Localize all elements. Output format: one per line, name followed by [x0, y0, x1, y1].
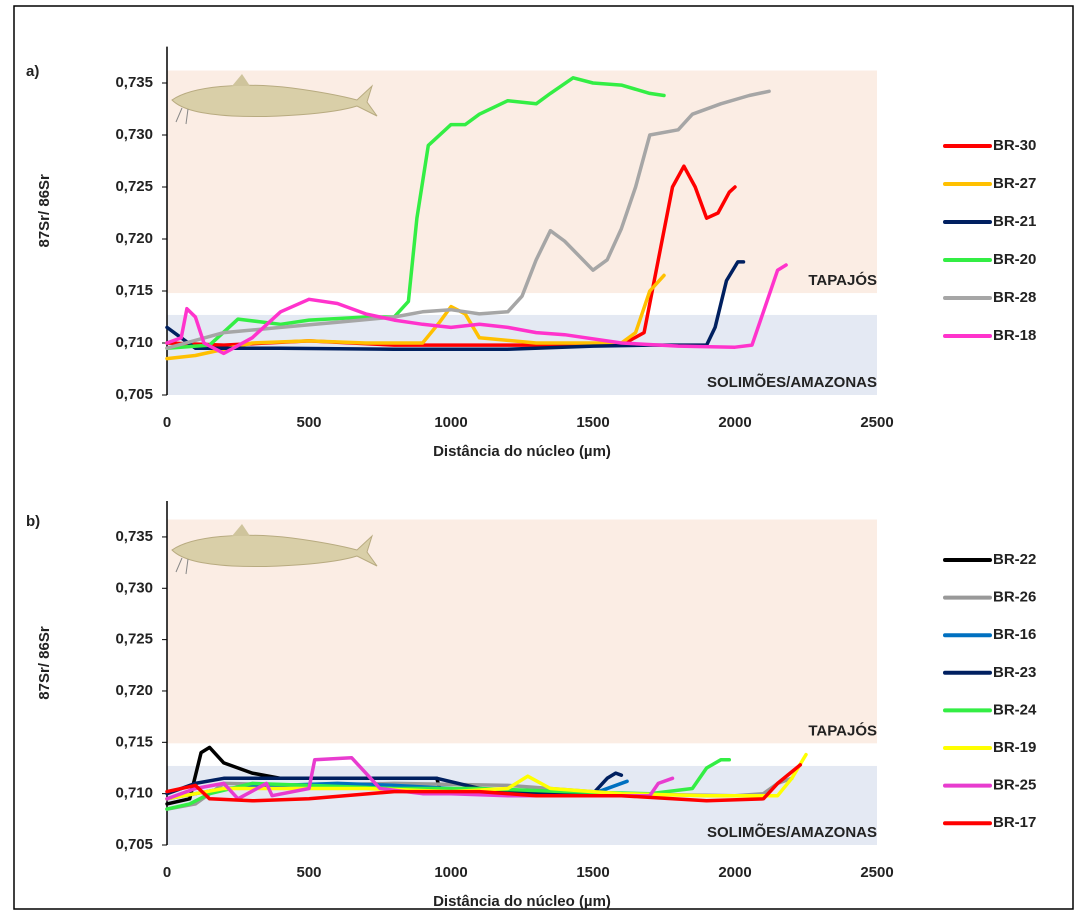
- legend-label: BR-20: [993, 251, 1036, 268]
- x-tick-label: 0: [163, 864, 171, 881]
- fish-whisker: [175, 557, 189, 575]
- x-tick-label: 1000: [434, 414, 467, 431]
- fish-illustration: [171, 524, 378, 575]
- y-axis-title: 87Sr/ 86Sr: [36, 174, 53, 248]
- fish-whisker: [175, 107, 189, 125]
- legend-label: BR-17: [993, 814, 1036, 831]
- series-line: [165, 752, 808, 801]
- x-tick-label: 500: [296, 414, 321, 431]
- y-tick-label: 0,730: [115, 126, 153, 143]
- y-tick-label: 0,710: [115, 334, 153, 351]
- region-label: SOLIMÕES/AMAZONAS: [707, 373, 877, 391]
- x-tick-label: 2000: [718, 414, 751, 431]
- region-label: TAPAJÓS: [808, 721, 877, 739]
- series-line: [165, 273, 666, 361]
- fish-fin: [232, 74, 250, 86]
- legend-label: BR-16: [993, 626, 1036, 643]
- legend-label: BR-23: [993, 664, 1036, 681]
- y-tick-label: 0,720: [115, 230, 153, 247]
- y-tick-label: 0,715: [115, 733, 153, 750]
- y-tick-label: 0,725: [115, 178, 153, 195]
- legend-label: BR-30: [993, 137, 1036, 154]
- x-axis-title: Distância do núcleo (µm): [433, 443, 611, 460]
- x-tick-label: 500: [296, 864, 321, 881]
- y-tick-label: 0,705: [115, 836, 153, 853]
- panel-label: a): [26, 63, 39, 80]
- x-tick-label: 1000: [434, 864, 467, 881]
- x-axis-title: Distância do núcleo (µm): [433, 893, 611, 910]
- y-tick-label: 0,710: [115, 785, 153, 802]
- region-label: TAPAJÓS: [808, 271, 877, 289]
- x-tick-label: 1500: [576, 864, 609, 881]
- legend-label: BR-28: [993, 289, 1036, 306]
- series-line: [165, 260, 746, 351]
- legend-label: BR-21: [993, 213, 1036, 230]
- fish-illustration: [171, 74, 378, 125]
- y-tick-label: 0,725: [115, 631, 153, 648]
- y-tick-label: 0,715: [115, 282, 153, 299]
- y-tick-label: 0,735: [115, 74, 153, 91]
- y-tick-label: 0,730: [115, 579, 153, 596]
- y-tick-label: 0,735: [115, 528, 153, 545]
- region-label: SOLIMÕES/AMAZONAS: [707, 823, 877, 841]
- x-tick-label: 2000: [718, 864, 751, 881]
- legend-label: BR-24: [993, 701, 1037, 718]
- legend-label: BR-22: [993, 551, 1036, 568]
- legend-label: BR-26: [993, 589, 1036, 606]
- fish-fin: [232, 524, 250, 536]
- legend-label: BR-18: [993, 327, 1036, 344]
- series-line: [165, 76, 666, 350]
- panel-label: b): [26, 513, 40, 530]
- series-line: [165, 771, 624, 796]
- x-tick-label: 1500: [576, 414, 609, 431]
- y-axis-title: 87Sr/ 86Sr: [36, 626, 53, 700]
- series-line: [165, 89, 771, 350]
- series-line: [165, 263, 788, 356]
- x-tick-label: 2500: [860, 414, 893, 431]
- y-tick-label: 0,705: [115, 386, 153, 403]
- legend-label: BR-27: [993, 175, 1036, 192]
- series-line: [165, 763, 803, 803]
- y-tick-label: 0,720: [115, 682, 153, 699]
- legend-label: BR-19: [993, 739, 1036, 756]
- x-tick-label: 2500: [860, 864, 893, 881]
- x-tick-label: 0: [163, 414, 171, 431]
- legend-label: BR-25: [993, 777, 1036, 794]
